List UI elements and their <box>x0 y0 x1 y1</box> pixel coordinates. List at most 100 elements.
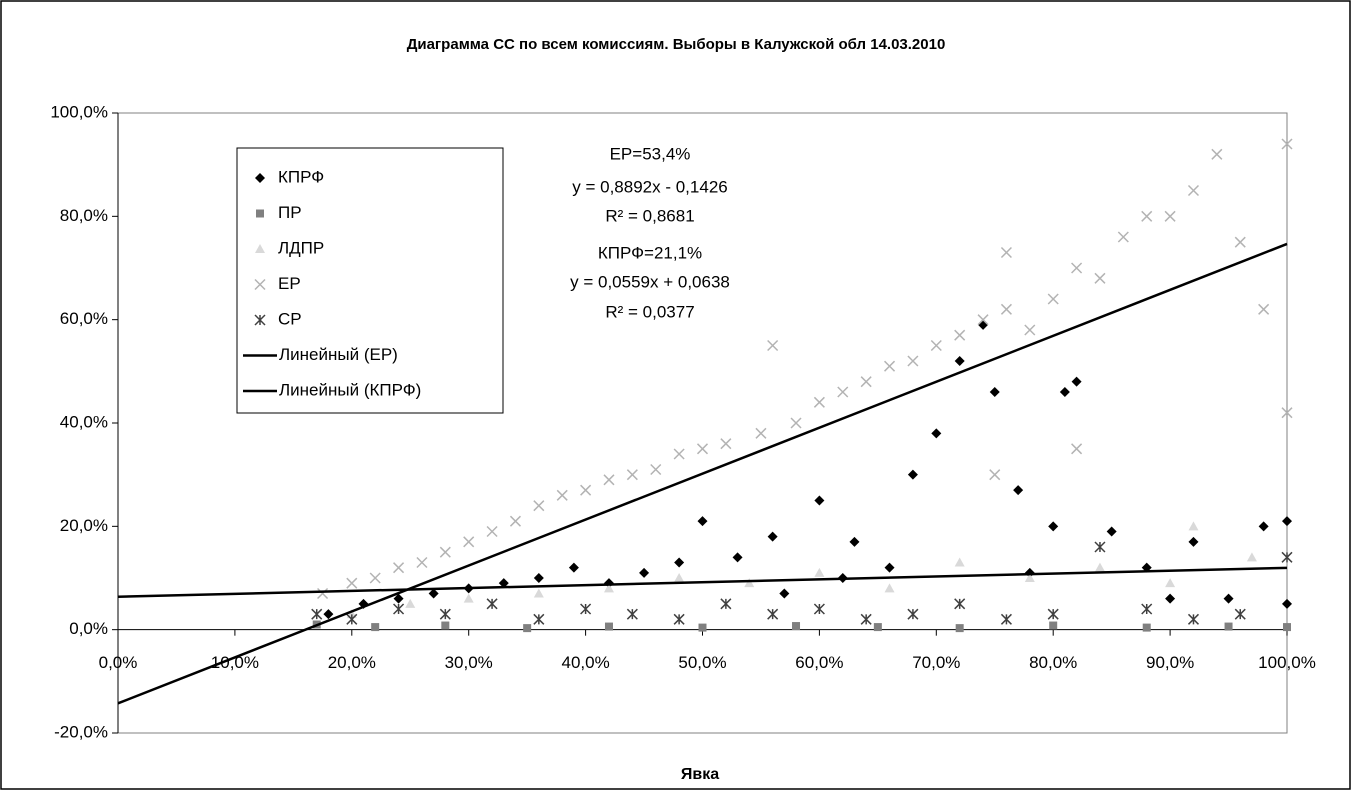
point <box>755 427 767 439</box>
point <box>626 469 638 481</box>
point <box>1059 387 1070 397</box>
point <box>1071 376 1082 387</box>
point <box>907 608 919 620</box>
point <box>486 598 498 610</box>
legend-label: ЕР <box>278 274 301 293</box>
point <box>463 536 475 548</box>
point <box>580 603 592 615</box>
point <box>346 613 358 625</box>
point <box>955 624 964 633</box>
point <box>416 556 428 569</box>
point <box>698 623 707 632</box>
point <box>369 572 381 584</box>
point <box>1047 608 1059 620</box>
point <box>371 623 380 632</box>
point <box>1234 236 1246 248</box>
point <box>720 598 732 610</box>
point <box>523 624 532 633</box>
point <box>1281 138 1293 150</box>
point <box>1071 443 1083 455</box>
x-tick-label: 20,0% <box>328 653 376 672</box>
annotation: y = 0,8892x - 0,1426 <box>572 177 727 196</box>
point <box>767 531 778 542</box>
annotation: КПРФ=21,1% <box>598 243 702 262</box>
x-tick-label: 30,0% <box>445 653 493 672</box>
point <box>1071 262 1083 274</box>
point <box>1258 303 1270 315</box>
point <box>884 360 896 372</box>
point <box>989 469 1001 481</box>
point <box>556 489 568 501</box>
y-tick-label: 60,0% <box>60 309 108 328</box>
point <box>317 587 329 600</box>
point <box>720 438 732 450</box>
point <box>1142 623 1151 632</box>
point <box>1024 324 1036 336</box>
point <box>814 567 825 577</box>
y-tick-label: 80,0% <box>60 206 108 225</box>
point <box>813 603 825 615</box>
point <box>1094 562 1105 572</box>
point <box>954 557 965 567</box>
point <box>1234 608 1246 620</box>
point <box>533 588 544 598</box>
point <box>697 516 708 527</box>
point <box>884 562 895 573</box>
point <box>1281 551 1293 563</box>
point <box>1187 613 1200 625</box>
point <box>1047 293 1059 305</box>
point <box>779 588 790 599</box>
trendline <box>117 566 1288 598</box>
point <box>860 613 872 625</box>
point <box>580 484 592 496</box>
point <box>1165 578 1176 588</box>
point <box>674 557 685 568</box>
point <box>1000 613 1012 625</box>
point <box>1188 536 1199 547</box>
point <box>884 583 895 593</box>
point <box>1223 593 1234 604</box>
legend-marker <box>254 278 266 291</box>
point <box>650 463 662 476</box>
point <box>1000 246 1012 259</box>
point <box>1164 210 1176 222</box>
point <box>393 562 405 574</box>
y-tick-label: 40,0% <box>60 412 108 431</box>
point <box>393 593 404 604</box>
point <box>977 314 989 326</box>
point <box>860 376 872 388</box>
point <box>639 567 650 578</box>
point <box>626 608 638 620</box>
annotation: R² = 0,0377 <box>605 302 694 321</box>
point <box>486 525 498 538</box>
point <box>323 609 334 620</box>
point <box>732 552 743 563</box>
point <box>604 622 613 631</box>
point <box>790 417 802 429</box>
y-tick-label: 100,0% <box>50 102 108 121</box>
point <box>1224 622 1233 631</box>
point <box>954 329 966 341</box>
point <box>1283 623 1291 632</box>
point <box>1141 210 1153 222</box>
point <box>346 577 358 589</box>
point <box>930 339 942 352</box>
point <box>1165 593 1176 604</box>
point <box>1282 598 1292 609</box>
legend-marker <box>256 209 264 218</box>
point <box>498 578 509 589</box>
legend-label: СР <box>278 309 302 328</box>
point <box>767 608 779 620</box>
point <box>744 578 755 588</box>
point <box>1187 184 1200 197</box>
legend-label: Линейный (КПРФ) <box>279 380 421 399</box>
x-tick-label: 70,0% <box>912 653 960 672</box>
y-tick-label: 20,0% <box>60 516 108 535</box>
legend-marker <box>255 244 265 253</box>
point <box>439 608 451 620</box>
y-tick-label: -20,0% <box>54 722 108 741</box>
point <box>311 608 323 620</box>
point <box>1024 573 1035 582</box>
point <box>1094 541 1106 553</box>
